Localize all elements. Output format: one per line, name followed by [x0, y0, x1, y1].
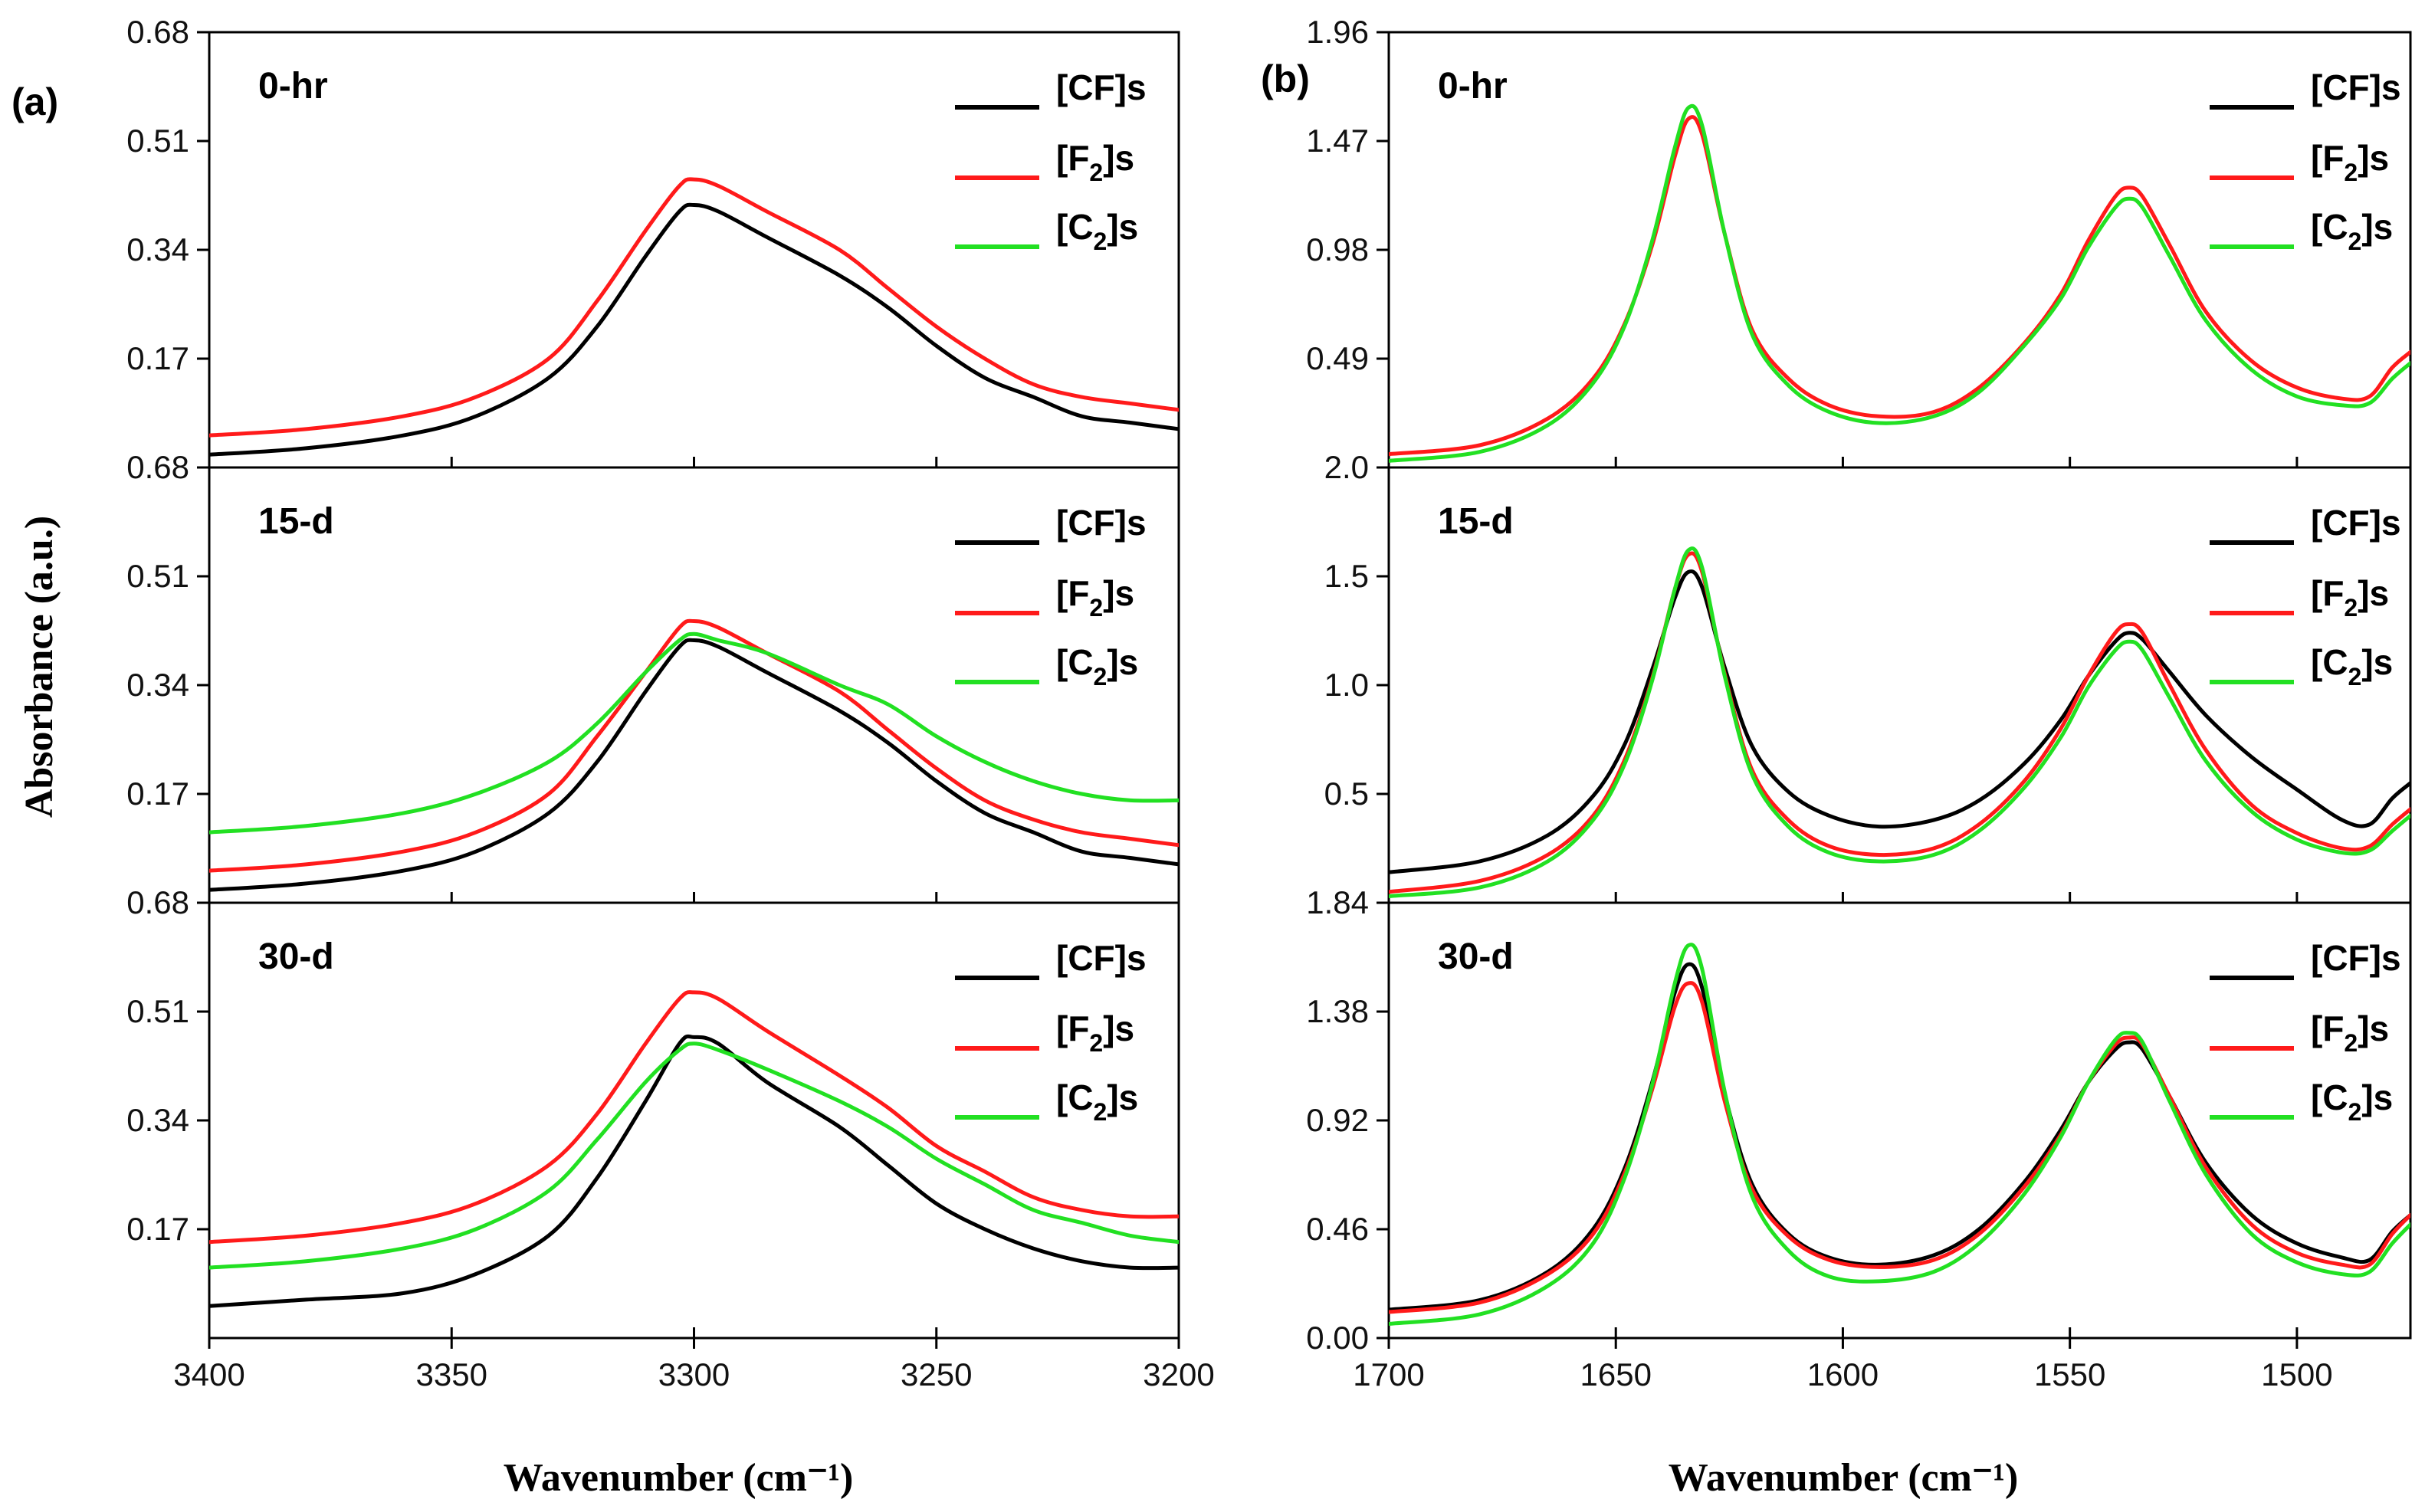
- time-label: 15-d: [258, 501, 334, 542]
- legend-label-CF: [CF]s: [1056, 503, 1147, 543]
- y-tick-label: 0.49: [1306, 340, 1369, 376]
- legend-label-C2: [C2]s: [1056, 642, 1138, 690]
- legend-label-F2: [F2]s: [2311, 573, 2389, 622]
- legend: [CF]s [F2]s [C2]s: [955, 67, 1147, 255]
- legend-label-C2: [C2]s: [1056, 207, 1138, 255]
- plot-frame: [208, 901, 1180, 1340]
- legend: [CF]s [F2]s [C2]s: [2210, 503, 2401, 690]
- y-tick-label: 0.34: [126, 667, 189, 703]
- y-tick-label: 0.98: [1306, 231, 1369, 267]
- legend-label-CF: [CF]s: [1056, 67, 1147, 107]
- legend: [CF]s [F2]s [C2]s: [955, 938, 1147, 1126]
- series-line-C2: [209, 1041, 1179, 1270]
- legend-label-C2: [C2]s: [2311, 1077, 2393, 1126]
- y-tick-label: 1.0: [1324, 667, 1369, 703]
- legend-label-F2: [F2]s: [2311, 138, 2389, 186]
- time-label: 30-d: [258, 936, 334, 977]
- legend-label-CF: [CF]s: [1056, 938, 1147, 978]
- legend-label-CF: [CF]s: [2311, 67, 2401, 107]
- y-tick-label: 0.92: [1306, 1102, 1369, 1138]
- series-line-CF: [1389, 962, 2410, 1312]
- series-line-F2: [209, 177, 1179, 438]
- y-tick-label: 1.96: [1306, 14, 1369, 50]
- series-line-CF: [209, 1034, 1179, 1308]
- x-axis-title-a: Wavenumber (cm⁻¹): [504, 1456, 854, 1500]
- y-tick-label: 0.17: [126, 340, 189, 376]
- y-tick-label: 1.38: [1306, 993, 1369, 1029]
- plot-frame: [1387, 901, 2412, 1340]
- y-tick-label: 0.34: [126, 231, 189, 267]
- time-label: 30-d: [1438, 936, 1514, 977]
- time-label: 15-d: [1438, 501, 1514, 542]
- legend-label-F2: [F2]s: [1056, 138, 1134, 186]
- series-line-C2: [209, 631, 1179, 835]
- legend-label-F2: [F2]s: [1056, 1009, 1134, 1057]
- plot-frame: [208, 466, 1180, 904]
- plot-frame: [208, 31, 1180, 469]
- time-label: 0-hr: [1438, 66, 1508, 107]
- x-tick-label: 3250: [901, 1356, 972, 1392]
- x-tick-label: 1600: [1807, 1356, 1879, 1392]
- plot-frame: [1387, 31, 2412, 469]
- y-tick-label: 0.17: [126, 1211, 189, 1247]
- series-line-F2: [209, 990, 1179, 1245]
- y-tick-label: 0.34: [126, 1102, 189, 1138]
- series-line-F2: [1389, 551, 2410, 894]
- y-tick-label: 0.68: [126, 884, 189, 920]
- panel-tag-b: (b): [1261, 57, 1310, 100]
- x-tick-label: 1700: [1353, 1356, 1424, 1392]
- legend-label-CF: [CF]s: [2311, 503, 2401, 543]
- y-tick-label: 0.17: [126, 776, 189, 812]
- subplot-b-0-hr: 0.49 0.98 1.47 1.96 0-hr [CF]s [F2]s [C2]s: [1306, 14, 2412, 469]
- y-tick-label: 0.68: [126, 449, 189, 485]
- plot-area: 0.170.340.510.680-hr [CF]s[F2]s[C2]s0.170…: [126, 14, 2412, 1392]
- x-tick-label: 3400: [173, 1356, 244, 1392]
- series-line-C2: [1389, 546, 2410, 898]
- legend: [CF]s [F2]s [C2]s: [2210, 67, 2401, 255]
- series-line-CF: [1389, 569, 2410, 874]
- subplot-b-15-d: 0.5 1.0 1.5 2.0 15-d [CF]s [F2]s [C2]s: [1324, 449, 2412, 904]
- y-tick-label: 0.68: [126, 14, 189, 50]
- legend-label-C2: [C2]s: [2311, 642, 2393, 690]
- series-line-F2: [1389, 115, 2410, 457]
- subplot-a-15-d: 0.17 0.34 0.51 0.68 15-d [CF]s [F2]s [C2]s: [126, 449, 1180, 904]
- time-label: 0-hr: [258, 66, 328, 107]
- y-tick-label: 0.51: [126, 558, 189, 594]
- x-tick-label: 3200: [1143, 1356, 1214, 1392]
- legend: [CF]s [F2]s [C2]s: [955, 503, 1147, 690]
- series-line-F2: [209, 618, 1179, 873]
- subplot-a-0-hr: 0.17 0.34 0.51 0.68 0-hr [CF]s [F2]s [C2]s: [126, 14, 1180, 469]
- series-line-CF: [209, 638, 1179, 892]
- panel-tag-a: (a): [11, 80, 58, 123]
- y-tick-label: 2.0: [1324, 449, 1369, 485]
- x-tick-label: 3300: [658, 1356, 730, 1392]
- legend-label-C2: [C2]s: [1056, 1077, 1138, 1126]
- x-tick-label: 1650: [1580, 1356, 1652, 1392]
- y-axis-title: Absorbance (a.u.): [18, 516, 61, 818]
- legend-label-F2: [F2]s: [1056, 573, 1134, 622]
- series-line-C2: [1389, 103, 2410, 463]
- subplot-a-30-d: 0.17 0.34 0.51 0.68 3400 3350 3300 3250 3200 30-d…: [126, 884, 1214, 1392]
- series-line-CF: [209, 202, 1179, 457]
- series-line-C2: [1389, 943, 2410, 1326]
- subplot-b-30-d: 0.00 0.46 0.92 1.38 1.84 1700 1650 1600 1550 1500…: [1306, 884, 2412, 1392]
- x-tick-label: 3350: [416, 1356, 487, 1392]
- y-tick-label: 0.5: [1324, 776, 1369, 812]
- y-tick-label: 1.84: [1306, 884, 1369, 920]
- y-tick-label: 0.51: [126, 123, 189, 159]
- legend-label-CF: [CF]s: [2311, 938, 2401, 978]
- x-tick-label: 1500: [2261, 1356, 2332, 1392]
- legend-label-C2: [C2]s: [2311, 207, 2393, 255]
- y-tick-label: 1.5: [1324, 558, 1369, 594]
- legend-label-F2: [F2]s: [2311, 1009, 2389, 1057]
- y-tick-label: 0.51: [126, 993, 189, 1029]
- y-tick-label: 0.46: [1306, 1211, 1369, 1247]
- x-tick-label: 1550: [2034, 1356, 2105, 1392]
- legend: [CF]s [F2]s [C2]s: [2210, 938, 2401, 1126]
- x-axis-title-b: Wavenumber (cm⁻¹): [1669, 1456, 2019, 1500]
- y-tick-label: 0.00: [1306, 1320, 1369, 1356]
- y-tick-label: 1.47: [1306, 123, 1369, 159]
